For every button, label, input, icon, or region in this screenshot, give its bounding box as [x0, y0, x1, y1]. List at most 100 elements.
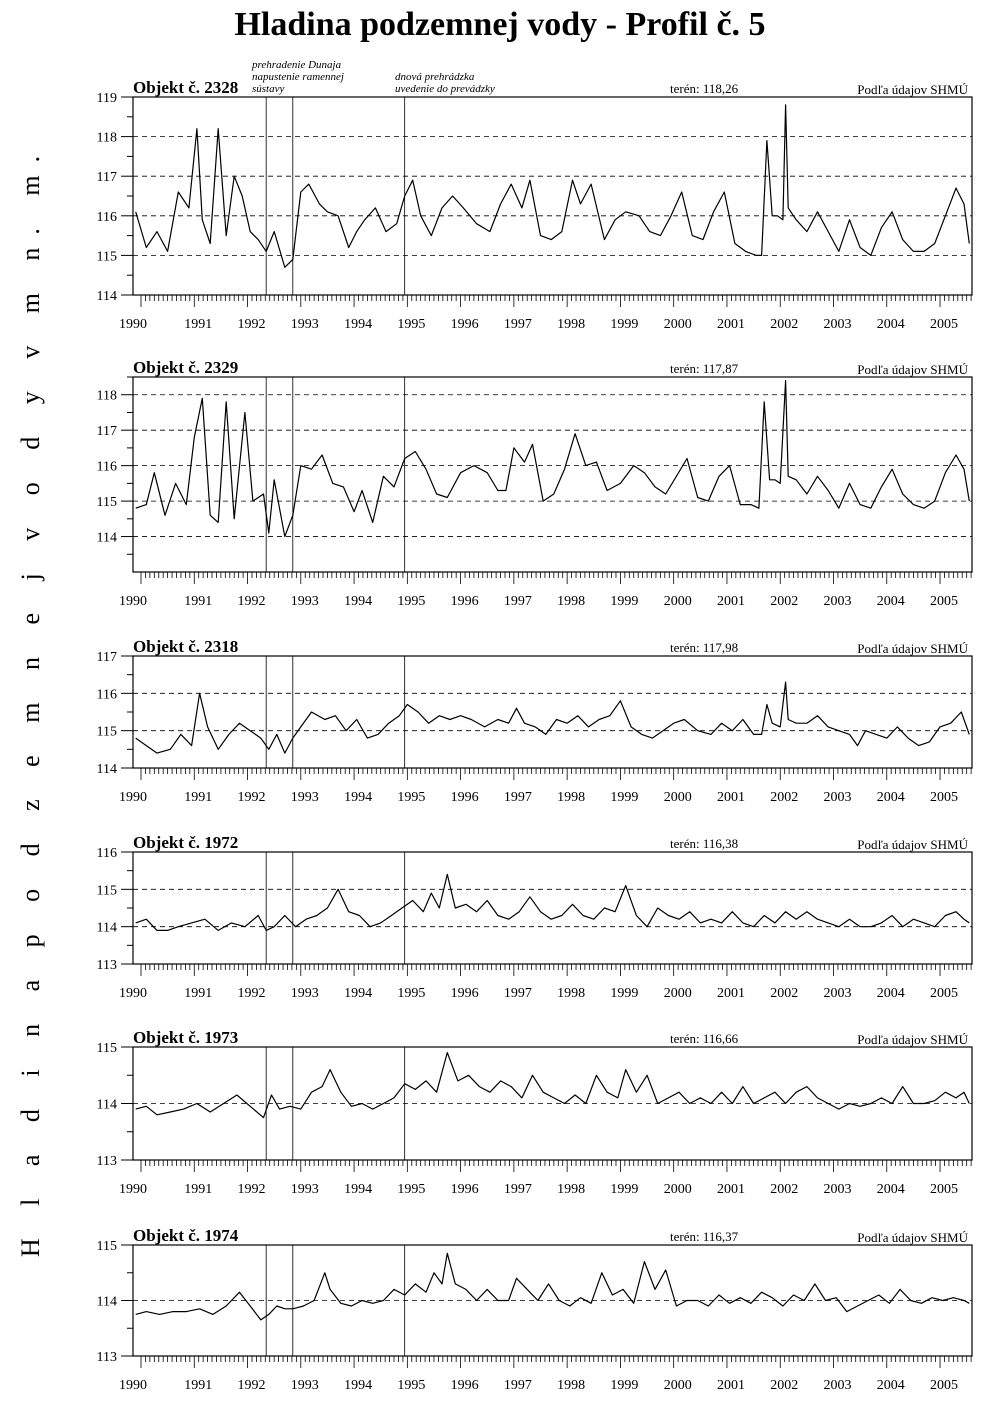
- x-tick-label: 1999: [610, 317, 638, 332]
- x-tick-label: 1999: [610, 986, 638, 1001]
- y-tick-label: 114: [97, 289, 117, 304]
- y-tick-label: 115: [97, 883, 117, 898]
- y-tick-label: 113: [97, 1350, 117, 1365]
- series-line: [135, 681, 970, 754]
- x-tick-label: 2005: [930, 317, 958, 332]
- source-label: Podľa údajov SHMÚ: [857, 82, 968, 97]
- x-tick-label: 1996: [451, 1182, 479, 1197]
- source-label: Podľa údajov SHMÚ: [857, 641, 968, 656]
- x-tick-label: 1992: [238, 317, 266, 332]
- x-tick-label: 2005: [930, 790, 958, 805]
- x-tick-label: 2001: [717, 986, 745, 1001]
- x-tick-label: 2002: [770, 790, 798, 805]
- x-tick-label: 2000: [664, 986, 692, 1001]
- series-line: [135, 379, 970, 538]
- event-label: napustenie ramennej: [252, 71, 344, 83]
- x-tick-label: 1990: [119, 986, 147, 1001]
- series-line: [135, 104, 970, 268]
- x-tick-label: 1995: [397, 1182, 425, 1197]
- x-tick-label: 1997: [504, 1182, 532, 1197]
- x-tick-label: 2003: [823, 1182, 851, 1197]
- x-tick-label: 1991: [184, 986, 212, 1001]
- x-tick-label: 2004: [877, 317, 905, 332]
- x-tick-label: 1996: [451, 317, 479, 332]
- chart-panel: 114 115 116 117 1990 1991 1992 1993 1994 1995 1996…: [97, 637, 973, 805]
- x-tick-label: 2004: [877, 1182, 905, 1197]
- source-label: Podľa údajov SHMÚ: [857, 837, 968, 852]
- terrain-label: terén: 116,38: [670, 836, 738, 851]
- source-label: Podľa údajov SHMÚ: [857, 1032, 968, 1047]
- x-tick-label: 1999: [610, 594, 638, 609]
- chart-panel: 113 114 115 1990 1991 1992 1993 1994 1995 1996 199…: [97, 1028, 973, 1197]
- x-tick-label: 1995: [397, 594, 425, 609]
- object-title: Objekt č. 2329: [133, 358, 238, 377]
- y-tick-label: 116: [97, 687, 117, 702]
- y-tick-label: 116: [97, 210, 117, 225]
- x-tick-label: 1995: [397, 790, 425, 805]
- x-tick-label: 2002: [770, 1182, 798, 1197]
- x-tick-label: 1994: [344, 790, 372, 805]
- x-tick-label: 2005: [930, 594, 958, 609]
- y-tick-label: 118: [97, 131, 117, 146]
- x-tick-label: 1998: [557, 986, 585, 1001]
- x-tick-label: 1996: [451, 986, 479, 1001]
- plot-frame: [132, 376, 973, 573]
- x-tick-label: 1996: [451, 1378, 479, 1393]
- x-tick-label: 1998: [557, 317, 585, 332]
- series-line: [135, 873, 970, 931]
- x-tick-label: 1993: [291, 1378, 319, 1393]
- x-tick-label: 2004: [877, 1378, 905, 1393]
- x-tick-label: 2002: [770, 1378, 798, 1393]
- x-tick-label: 1991: [184, 594, 212, 609]
- x-tick-label: 2002: [770, 317, 798, 332]
- x-tick-label: 1990: [119, 790, 147, 805]
- chart-panel: 114 115 116 117 118 1990 1991 1992 1993 1994 1995 1…: [97, 358, 973, 609]
- y-tick-label: 114: [97, 531, 117, 546]
- x-tick-label: 1995: [397, 986, 425, 1001]
- y-tick-label: 116: [97, 460, 117, 475]
- y-tick-label: 116: [97, 846, 117, 861]
- object-title: Objekt č. 2328: [133, 78, 238, 97]
- x-tick-label: 1992: [238, 594, 266, 609]
- x-tick-label: 1997: [504, 790, 532, 805]
- y-tick-label: 114: [97, 1098, 117, 1113]
- object-title: Objekt č. 2318: [133, 637, 238, 656]
- x-tick-label: 1994: [344, 594, 372, 609]
- x-tick-label: 1997: [504, 317, 532, 332]
- event-label: prehradenie Dunaja: [251, 59, 342, 71]
- chart-panel: 114 115 116 117 118 119 1990 1991 1992 1993 1994 19…: [97, 78, 973, 332]
- x-tick-label: 1991: [184, 317, 212, 332]
- x-tick-label: 2003: [823, 317, 851, 332]
- x-tick-label: 2001: [717, 594, 745, 609]
- chart-panel: 113 114 115 1990 1991 1992 1993 1994 1995 1996 199…: [97, 1226, 973, 1393]
- x-tick-label: 1998: [557, 790, 585, 805]
- y-tick-label: 115: [97, 725, 117, 740]
- terrain-label: terén: 118,26: [670, 81, 739, 96]
- x-tick-label: 1994: [344, 1182, 372, 1197]
- x-tick-label: 2004: [877, 790, 905, 805]
- x-tick-label: 1991: [184, 1182, 212, 1197]
- object-title: Objekt č. 1973: [133, 1028, 238, 1047]
- x-tick-label: 1994: [344, 1378, 372, 1393]
- x-tick-label: 1990: [119, 317, 147, 332]
- terrain-label: terén: 116,37: [670, 1229, 739, 1244]
- y-tick-label: 119: [97, 91, 117, 106]
- source-label: Podľa údajov SHMÚ: [857, 1230, 968, 1245]
- y-tick-label: 114: [97, 1295, 117, 1310]
- x-tick-label: 1990: [119, 594, 147, 609]
- terrain-label: terén: 117,87: [670, 361, 739, 376]
- x-tick-label: 1990: [119, 1182, 147, 1197]
- x-tick-label: 2005: [930, 1378, 958, 1393]
- x-tick-label: 1991: [184, 790, 212, 805]
- x-tick-label: 2002: [770, 986, 798, 1001]
- x-tick-label: 2003: [823, 986, 851, 1001]
- x-tick-label: 2002: [770, 594, 798, 609]
- x-tick-label: 1998: [557, 1182, 585, 1197]
- event-label: dnová prehrádzka: [395, 71, 475, 83]
- x-tick-label: 1994: [344, 317, 372, 332]
- x-tick-label: 2001: [717, 1182, 745, 1197]
- x-tick-label: 1997: [504, 986, 532, 1001]
- event-label: sústavy: [252, 83, 285, 95]
